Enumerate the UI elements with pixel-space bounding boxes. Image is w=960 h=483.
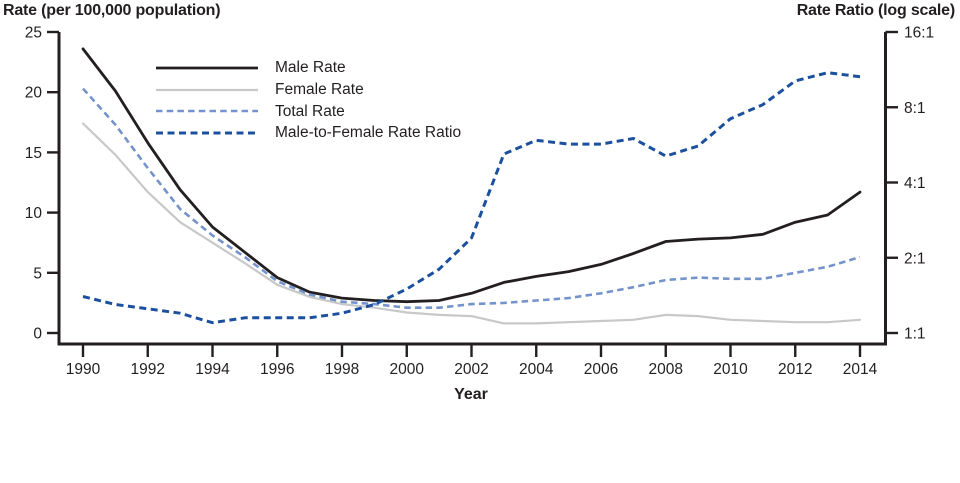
legend-item-total-rate: Total Rate [156,101,461,123]
right-axis-title: Rate Ratio (log scale) [796,2,956,19]
series-line-male-rate [81,47,862,304]
left-axis-tick-label: 25 [25,25,42,42]
series-line-total-rate [82,87,861,309]
series-line-female-rate [81,122,862,325]
legend: Male Rate Female Rate Total Rate Male-to… [156,57,461,144]
rate-ratio-line-swatch [156,131,258,135]
legend-label: Total Rate [275,102,345,120]
x-axis-tick-label: 1994 [195,361,230,378]
left-axis-title: Rate (per 100,000 population) [3,2,221,19]
legend-label: Female Rate [275,80,364,98]
right-axis-tick-label: 16:1 [904,25,934,42]
x-axis-tick-label: 2010 [713,361,748,378]
right-axis-tick-label: 1:1 [904,326,926,343]
legend-item-male-rate: Male Rate [156,57,461,79]
x-axis-tick-label: 2004 [519,361,554,378]
left-axis-tick-label: 0 [33,326,42,343]
legend-item-female-rate: Female Rate [156,79,461,101]
left-axis-tick-label: 10 [25,205,43,222]
right-axis-tick-label: 4:1 [904,175,926,192]
left-axis-tick-label: 15 [25,145,42,162]
x-axis-label: Year [454,386,488,403]
x-axis-tick-label: 2008 [649,361,683,378]
legend-item-rate-ratio: Male-to-Female Rate Ratio [156,122,461,144]
x-axis-tick-label: 2012 [778,361,812,378]
x-axis-tick-label: 2014 [843,361,878,378]
right-axis-tick-label: 8:1 [904,100,926,117]
left-axis-tick-label: 5 [33,265,42,282]
female-rate-line-swatch [156,88,258,91]
x-axis-tick-label: 1990 [66,361,101,378]
x-axis-tick-label: 2002 [454,361,488,378]
x-axis-tick-label: 1992 [131,361,165,378]
total-rate-line-swatch [156,110,258,113]
legend-label: Male-to-Female Rate Ratio [275,124,462,142]
legend-label: Male Rate [275,59,346,76]
left-axis-tick-label: 20 [25,85,43,102]
x-axis-tick-label: 1996 [260,361,294,378]
right-axis-tick-label: 2:1 [904,250,926,267]
x-axis-tick-label: 1998 [325,361,359,378]
male-rate-line-swatch [156,66,258,70]
x-axis-tick-label: 2000 [390,361,425,378]
series-line-male-to-female-rate-ratio [82,71,861,325]
x-axis-tick-label: 2006 [584,361,618,378]
